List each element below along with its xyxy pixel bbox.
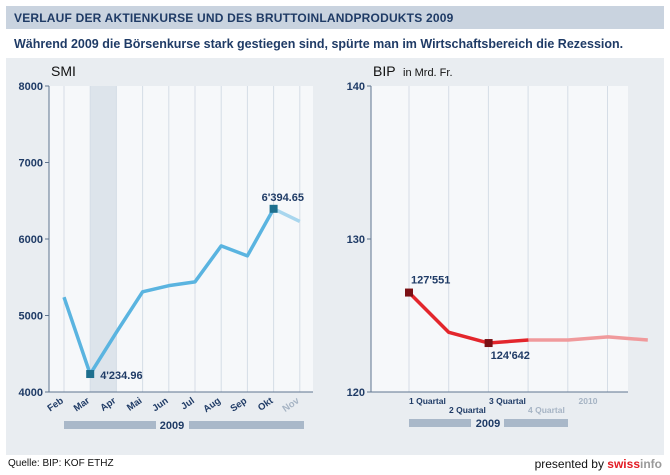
smi-x-tick-label-jul: Jul <box>179 395 197 412</box>
bip-marker-q3 <box>484 339 493 348</box>
bip-series-line-forecast <box>528 335 648 342</box>
bip-x-tick-label-1: 1 Quartal <box>409 396 446 406</box>
header-bar: VERLAUF DER AKTIENKURSE UND DES BRUTTOIN… <box>6 6 664 29</box>
bip-series-line <box>407 291 529 345</box>
smi-x-tick-label-aug: Aug <box>201 395 223 415</box>
smi-x-tick-label-apr: Apr <box>98 395 118 414</box>
smi-year-band-right <box>189 421 304 429</box>
bip-x-tick-label-4: 4 Quartal <box>528 405 565 415</box>
bip-data-label-q1: 127'551 <box>411 275 450 287</box>
bip-year-label: 2009 <box>476 418 500 430</box>
bip-y-tick-label-130: 130 <box>347 234 365 246</box>
smi-x-tick-label-mar: Mar <box>72 395 92 414</box>
smi-mar-highlight <box>90 86 117 392</box>
bip-y-tick-label-140: 140 <box>347 81 365 93</box>
smi-series-line <box>62 207 276 376</box>
smi-y-tick-label-7000: 7000 <box>19 158 43 170</box>
bip-y-tick-label-120: 120 <box>347 387 365 399</box>
smi-marker-okt <box>269 204 278 213</box>
smi-x-tick-label-okt: Okt <box>256 395 276 414</box>
smi-x-tick-label-jun: Jun <box>150 395 170 414</box>
smi-title: SMI <box>51 63 76 79</box>
page-subtitle: Während 2009 die Börsenkurse stark gesti… <box>14 37 624 51</box>
brand-swiss[interactable]: swiss <box>607 457 640 471</box>
brand-info[interactable]: info <box>640 457 662 471</box>
bip-title: BIP <box>373 63 396 79</box>
smi-y-tick-label-4000: 4000 <box>19 387 43 399</box>
bip-year-band-left <box>409 419 471 427</box>
smi-y-tick-label-8000: 8000 <box>19 81 43 93</box>
bip-year-band-right <box>504 419 568 427</box>
source-note: Quelle: BIP: KOF ETHZ <box>8 458 114 469</box>
bip-x-tick-label-3: 3 Quartal <box>489 396 526 406</box>
smi-data-label-mar: 4'234.96 <box>100 370 142 382</box>
bip-x-tick-label-2: 2 Quartal <box>449 405 486 415</box>
smi-y-tick-label-5000: 5000 <box>19 311 43 323</box>
bip-x-tick-label-5: 2010 <box>579 396 598 406</box>
smi-x-tick-label-feb: Feb <box>46 395 66 414</box>
smi-x-tick-label-nov: Nov <box>281 395 303 415</box>
presented-by: presented by swissinfo <box>535 457 662 471</box>
smi-data-label-okt: 6'394.65 <box>262 192 304 204</box>
page-title: VERLAUF DER AKTIENKURSE UND DES BRUTTOIN… <box>14 11 454 25</box>
smi-year-label: 2009 <box>160 420 184 432</box>
smi-series-line-forecast <box>272 207 301 223</box>
presented-by-text: presented by <box>534 457 608 471</box>
smi-x-tick-label-mai: Mai <box>125 395 144 413</box>
smi-y-tick-label-6000: 6000 <box>19 234 43 246</box>
smi-marker-mar <box>86 370 95 379</box>
bip-marker-q1 <box>405 288 413 297</box>
smi-x-tick-label-sep: Sep <box>229 395 250 414</box>
bip-plot-area <box>371 86 628 392</box>
smi-year-band-left <box>64 421 156 429</box>
bip-unit: in Mrd. Fr. <box>403 67 453 79</box>
bip-data-label-q3: 124'642 <box>491 350 530 362</box>
